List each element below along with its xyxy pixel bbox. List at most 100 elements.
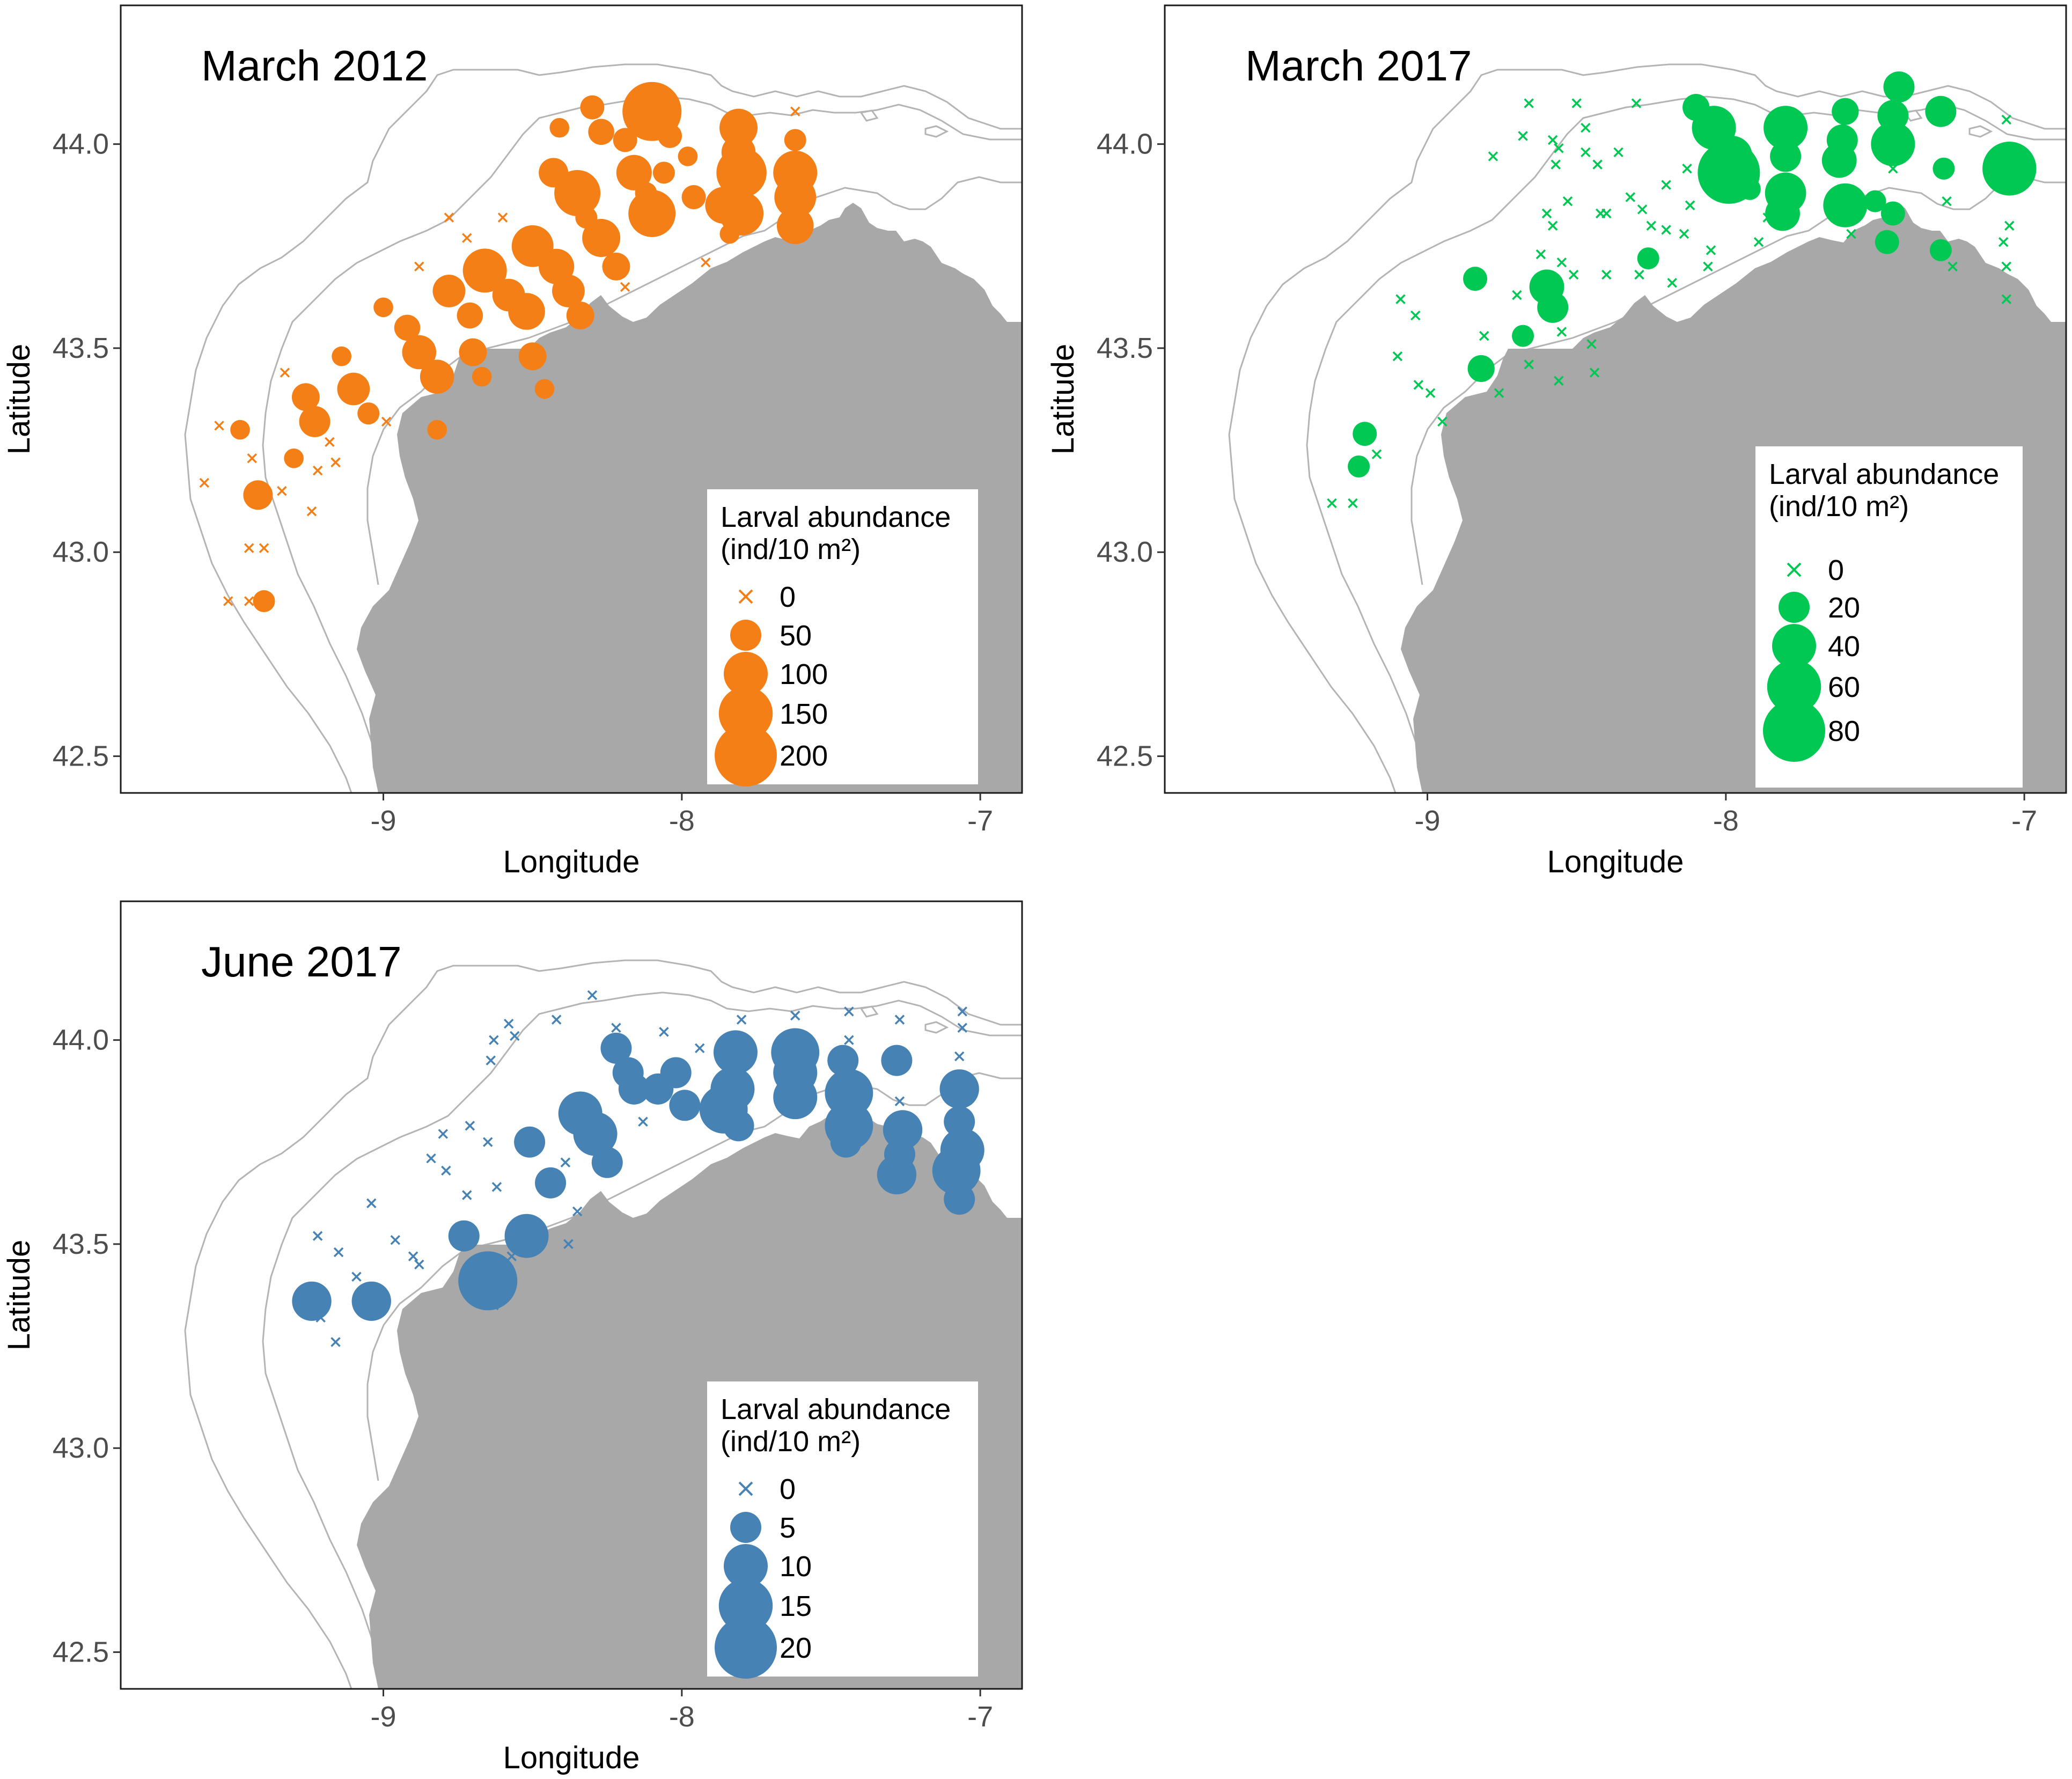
station-abundance-circle bbox=[932, 1146, 981, 1195]
station-abundance-circle bbox=[472, 366, 492, 387]
station-abundance-circle bbox=[1348, 455, 1370, 478]
x-axis-label: Longitude bbox=[503, 844, 640, 879]
station-abundance-circle bbox=[332, 346, 351, 366]
station-abundance-circle bbox=[462, 248, 507, 293]
legend-label: 100 bbox=[780, 658, 828, 690]
station-zero-marker bbox=[1547, 135, 1558, 145]
station-abundance-circle bbox=[658, 123, 682, 148]
station-zero-marker bbox=[1524, 359, 1534, 370]
station-zero-marker bbox=[1613, 147, 1623, 158]
station-abundance-circle bbox=[628, 189, 676, 237]
station-zero-marker bbox=[408, 1251, 418, 1261]
station-zero-marker bbox=[1494, 388, 1504, 398]
station-zero-marker bbox=[701, 257, 711, 268]
legend-label: 10 bbox=[780, 1550, 812, 1583]
legend-circle bbox=[718, 1578, 773, 1633]
station-zero-marker bbox=[1646, 220, 1656, 231]
panel-march-2012: March 2012 -9 -8 -7 42.5 43.0 43.5 44.0 Longitud… bbox=[2, 4, 1023, 879]
station-abundance-circle bbox=[299, 406, 330, 437]
station-zero-marker bbox=[1554, 143, 1564, 153]
stations bbox=[292, 990, 984, 1347]
station-zero-marker bbox=[1679, 229, 1689, 239]
station-zero-marker bbox=[1547, 220, 1558, 231]
station-abundance-circle bbox=[719, 108, 758, 147]
station-abundance-circle bbox=[588, 119, 614, 145]
legend-circle bbox=[1763, 700, 1825, 762]
station-abundance-circle bbox=[678, 146, 698, 166]
x-tick-label: -9 bbox=[371, 805, 396, 837]
y-tick-label: 43.5 bbox=[53, 332, 109, 364]
station-zero-marker bbox=[620, 282, 630, 292]
station-abundance-circle bbox=[580, 95, 605, 120]
legend-zero-marker bbox=[1787, 562, 1802, 577]
station-zero-marker bbox=[844, 1006, 854, 1017]
y-tick-label: 42.5 bbox=[1097, 740, 1153, 773]
legend: Larval abundance(ind/10 m²) 0 50 100 150 200 bbox=[707, 489, 978, 786]
station-abundance-circle bbox=[351, 1281, 391, 1321]
legend-title: Larval abundance bbox=[721, 1393, 951, 1425]
legend-label: 0 bbox=[780, 581, 796, 613]
station-zero-marker bbox=[694, 1043, 705, 1054]
legend-label: 0 bbox=[1828, 554, 1844, 586]
station-abundance-circle bbox=[1880, 201, 1905, 226]
station-zero-marker bbox=[1556, 257, 1567, 268]
station-zero-marker bbox=[611, 1023, 621, 1033]
station-zero-marker bbox=[1541, 208, 1552, 219]
station-abundance-circle bbox=[459, 338, 487, 366]
legend-label: 200 bbox=[780, 740, 828, 772]
station-zero-marker bbox=[325, 437, 335, 447]
station-zero-marker bbox=[330, 1337, 341, 1347]
station-abundance-circle bbox=[774, 176, 817, 218]
station-zero-marker bbox=[1661, 225, 1671, 235]
station-zero-marker bbox=[1625, 192, 1636, 202]
station-zero-marker bbox=[277, 486, 287, 496]
station-zero-marker bbox=[1410, 310, 1421, 321]
station-zero-marker bbox=[1581, 147, 1591, 158]
x-tick-label: -8 bbox=[669, 1701, 695, 1733]
station-zero-marker bbox=[563, 1239, 574, 1249]
station-zero-marker bbox=[312, 465, 323, 476]
station-zero-marker bbox=[1948, 261, 1958, 272]
x-tick-label: -9 bbox=[1415, 805, 1441, 837]
station-zero-marker bbox=[381, 416, 392, 427]
station-zero-marker bbox=[957, 1023, 967, 1033]
station-zero-marker bbox=[1554, 376, 1564, 386]
station-zero-marker bbox=[659, 1027, 669, 1037]
station-abundance-circle bbox=[939, 1069, 979, 1109]
station-abundance-circle bbox=[719, 224, 740, 244]
station-abundance-circle bbox=[1877, 100, 1909, 131]
station-abundance-circle bbox=[458, 1251, 518, 1311]
station-abundance-circle bbox=[243, 480, 273, 510]
station-zero-marker bbox=[1562, 196, 1573, 207]
station-abundance-circle bbox=[1353, 422, 1377, 446]
station-zero-marker bbox=[736, 1015, 747, 1025]
station-zero-marker bbox=[572, 1206, 583, 1217]
station-zero-marker bbox=[315, 1312, 326, 1323]
station-abundance-circle bbox=[448, 1220, 480, 1252]
station-abundance-circle bbox=[773, 1075, 818, 1120]
station-zero-marker bbox=[1685, 200, 1695, 210]
station-zero-marker bbox=[1661, 180, 1671, 190]
station-abundance-circle bbox=[1883, 71, 1915, 103]
station-zero-marker bbox=[330, 457, 341, 468]
station-abundance-circle bbox=[1982, 142, 2037, 196]
station-zero-marker bbox=[1998, 237, 2009, 247]
station-zero-marker bbox=[1706, 245, 1716, 255]
station-zero-marker bbox=[489, 1300, 499, 1311]
station-abundance-circle bbox=[652, 161, 675, 184]
station-zero-marker bbox=[1392, 351, 1403, 362]
station-zero-marker bbox=[351, 1271, 362, 1282]
panel-title: June 2017 bbox=[201, 938, 402, 986]
station-zero-marker bbox=[1888, 164, 1898, 174]
station-abundance-circle bbox=[357, 402, 380, 425]
station-abundance-circle bbox=[616, 155, 652, 190]
y-tick-label: 43.5 bbox=[53, 1228, 109, 1260]
legend-label: 15 bbox=[780, 1590, 812, 1622]
station-abundance-circle bbox=[1463, 267, 1488, 291]
station-zero-marker bbox=[1667, 277, 1677, 288]
stations bbox=[199, 82, 818, 613]
station-zero-marker bbox=[1631, 98, 1642, 108]
legend-zero-marker bbox=[738, 1481, 753, 1496]
legend-circle bbox=[723, 1543, 768, 1589]
station-zero-marker bbox=[244, 596, 254, 606]
